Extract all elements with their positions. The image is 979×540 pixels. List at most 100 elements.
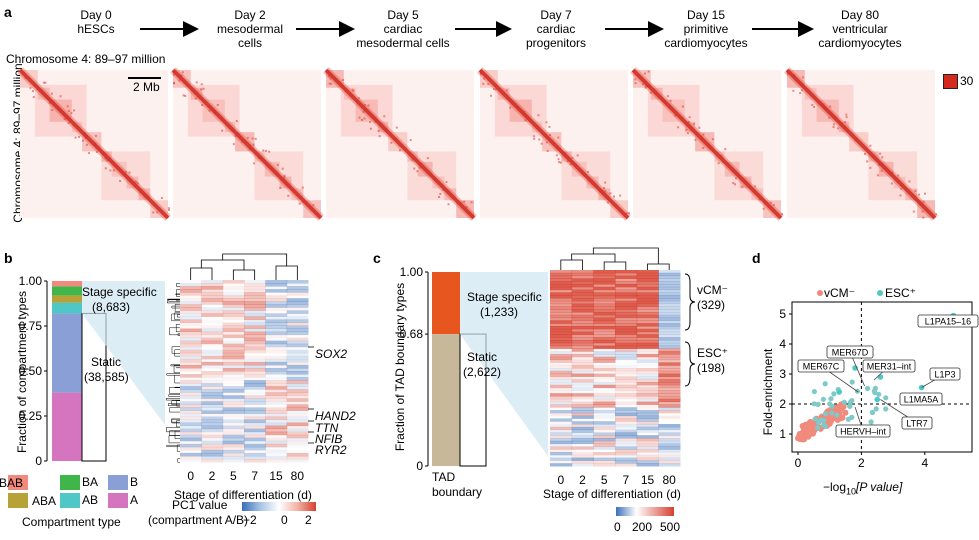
tad-cbar-tick-0: 0 (614, 520, 621, 534)
d-y-tick-2: 3 (779, 367, 786, 381)
b-left-dendrogram (165, 283, 180, 463)
hic-map-4 (630, 67, 784, 221)
hic-map-1 (170, 67, 324, 221)
pc1-tick-2: 2 (305, 513, 312, 527)
svg-text:MER67D: MER67D (832, 348, 869, 358)
compartment-legend-swatch-ba (60, 475, 80, 490)
svg-text:MER31–int: MER31–int (867, 362, 912, 372)
stage-specific-count-b: (8,683) (92, 300, 131, 314)
gene-sox2: SOX2 (315, 347, 348, 361)
c-bar-static (432, 334, 460, 466)
panel-d-x-axis-label: −log10[P value] (823, 480, 903, 497)
c-y-tick-1: 0.68 (400, 327, 424, 341)
stage-label-3: Day 7 cardiac progenitors (525, 8, 587, 50)
compartment-legend-label-a: A (130, 493, 139, 507)
legend-vcm-dot (817, 290, 823, 296)
compartment-legend-label-ab: AB (82, 493, 99, 507)
esc-brace (684, 341, 696, 387)
hic-map-0 (17, 67, 171, 221)
esc-label: ESC⁺ (697, 346, 729, 360)
b-y-tick-2: 0.50 (19, 364, 43, 378)
b-y-tick-4: 1.00 (19, 274, 43, 288)
compartment-legend-label-ba: BA (82, 475, 99, 489)
hic-map-3 (477, 67, 631, 221)
tad-cbar-tick-200: 200 (632, 520, 653, 534)
stage-label-0: Day 0 hESCs (77, 8, 115, 36)
hic-map-2 (323, 67, 477, 221)
b-x-tick-2: 5 (230, 469, 237, 483)
hic-maps (17, 67, 938, 221)
b-x-tick-4: 15 (269, 469, 283, 483)
b-top-dendrogram (190, 253, 298, 280)
panel-c-letter: c (373, 250, 381, 266)
stage-label-1: Day 2 mesodermal cells (216, 8, 284, 50)
d-y-tick-0: 1 (779, 427, 786, 441)
d-x-tick-1: 2 (858, 456, 865, 470)
d-annotation-4: L1P3 (921, 367, 961, 388)
static-label-c: Static (467, 350, 498, 364)
c-x-tick-0: 0 (557, 473, 564, 487)
stage-specific-label-c: Stage specific (467, 290, 542, 304)
b-bar-seg-1 (52, 313, 82, 393)
b-y-tick-1: 0.25 (19, 409, 43, 423)
stage-label-5: Day 80 ventricular cardiomyocytes (818, 8, 902, 50)
compartment-legend-swatch-ab (60, 493, 80, 508)
c-bar-specific (432, 272, 460, 335)
c-top-dendrogram (560, 247, 670, 270)
svg-text:MER67C: MER67C (803, 362, 840, 372)
vcm-brace (684, 273, 696, 331)
stage-label-4: Day 15 primitive cardiomyocytes (664, 8, 748, 50)
compartment-legend-title: Compartment type (22, 515, 121, 529)
stage-label-2: Day 5 cardiac mesodermal cells (356, 8, 450, 50)
scale-bar (128, 77, 161, 79)
d-annotation-3: MER31–int (862, 359, 916, 381)
b-x-tick-0: 0 (187, 469, 194, 483)
scale-bar-label: 2 Mb (133, 80, 160, 94)
gene-hand2: HAND2 (315, 409, 356, 423)
pc1-colorbar (242, 502, 316, 511)
c-y-tick-0: 0 (416, 459, 423, 473)
b-heatmap (180, 280, 309, 463)
stage-specific-count-c: (1,233) (480, 305, 519, 319)
svg-text:L1P3: L1P3 (934, 370, 955, 380)
esc-count: (198) (697, 361, 726, 375)
panel-c-x-axis-label: Stage of differentiation (d) (543, 487, 681, 501)
d-x-tick-2: 4 (921, 456, 928, 470)
pc1-tick-neg2: −2 (243, 513, 257, 527)
gene-ttn: TTN (315, 421, 339, 435)
tad-cbar-tick-500: 500 (660, 520, 681, 534)
svg-text:HERVH–int: HERVH–int (840, 427, 886, 437)
color-scale-max: 30 (960, 74, 974, 88)
d-annotation-6: LTR7 (880, 399, 933, 430)
legend-vcm-label: vCM⁻ (824, 286, 855, 300)
b-bar-seg-4 (52, 286, 82, 296)
svg-text:LTR7: LTR7 (906, 419, 927, 429)
compartment-legend-label-b: B (130, 475, 139, 489)
stage-specific-label-b: Stage specific (82, 285, 157, 299)
d-annotation-1: MER67D (826, 345, 874, 387)
c-heatmap (550, 270, 681, 467)
d-frame (791, 301, 973, 453)
vcm-label: vCM⁻ (697, 283, 728, 297)
panel-b-chart: 0 0.25 0.50 0.75 1.00 0 2 5 7 15 80 (19, 253, 314, 483)
tad-colorbar (616, 507, 674, 516)
pc1-tick-0: 0 (281, 513, 288, 527)
svg-text:L1PA15–16: L1PA15–16 (925, 317, 971, 327)
panel-d-y-axis-label: Fold-enrichment (761, 348, 775, 436)
panel-d-letter: d (752, 250, 761, 266)
pc1-colorbar-title-2: (compartment A/B) (148, 513, 249, 527)
d-annotation-2: MER67C (797, 359, 859, 393)
tad-bar-label-1: TAD (432, 470, 456, 484)
compartment-legend-label-bab: BAB (0, 476, 24, 490)
panel-a-letter: a (4, 4, 12, 20)
b-bar-seg-5 (52, 281, 82, 287)
static-label-b: Static (91, 355, 122, 369)
b-bar-seg-2 (52, 302, 82, 314)
d-y-tick-1: 2 (779, 397, 786, 411)
d-y-tick-3: 4 (779, 337, 786, 351)
vcm-count: (329) (697, 298, 726, 312)
compartment-legend-swatch-a (108, 493, 128, 508)
b-x-tick-3: 7 (251, 469, 258, 483)
color-scale-swatch (943, 74, 958, 89)
legend-esc-dot (877, 290, 883, 296)
